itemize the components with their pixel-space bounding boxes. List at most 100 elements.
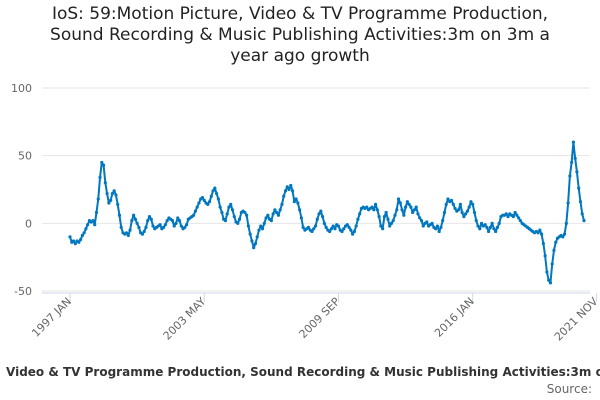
y-tick-label-3: -50	[14, 285, 32, 298]
data-point-73	[197, 201, 201, 205]
data-point-274	[552, 248, 556, 252]
data-point-211	[441, 219, 445, 223]
data-point-102	[248, 232, 252, 236]
data-point-145	[324, 225, 328, 229]
data-point-230	[474, 219, 478, 223]
data-point-115	[271, 212, 275, 216]
data-point-205	[430, 221, 434, 225]
data-point-240	[492, 227, 496, 231]
data-point-13	[91, 219, 95, 223]
data-point-172	[372, 208, 376, 212]
data-point-71	[193, 209, 198, 213]
data-point-29	[119, 225, 123, 229]
data-point-190	[404, 205, 408, 209]
data-point-196	[414, 205, 418, 209]
x-axis: 1997 JAN 2003 MAY 2009 SEP 2016 JAN 2021 NOV	[29, 292, 600, 344]
data-point-108	[259, 224, 263, 228]
data-point-81	[211, 189, 215, 193]
data-point-28	[117, 213, 122, 217]
data-point-116	[273, 208, 277, 212]
data-point-131	[299, 216, 303, 220]
data-point-92	[230, 208, 235, 212]
data-point-265	[536, 231, 540, 235]
data-point-214	[446, 197, 450, 201]
data-point-84	[216, 197, 220, 201]
data-point-90	[227, 205, 231, 209]
data-point-210	[439, 225, 443, 229]
data-point-148	[329, 227, 334, 231]
data-point-118	[276, 213, 281, 217]
data-point-91	[229, 202, 233, 206]
data-point-126	[290, 189, 295, 193]
data-point-33	[126, 233, 130, 238]
data-point-5	[77, 240, 81, 244]
x-tick-label-1: 2003 MAY	[161, 295, 209, 343]
data-point-51	[158, 223, 162, 227]
data-point-14	[93, 223, 97, 227]
data-point-195	[412, 208, 417, 212]
data-point-253	[515, 213, 519, 217]
data-point-217	[451, 202, 455, 206]
data-point-75	[200, 196, 205, 200]
data-point-103	[250, 239, 254, 243]
data-point-125	[289, 183, 293, 188]
data-point-35	[130, 219, 134, 223]
data-point-220	[456, 208, 461, 212]
data-point-96	[237, 217, 242, 221]
data-point-24	[110, 191, 114, 196]
data-point-197	[416, 212, 420, 216]
data-point-241	[494, 229, 498, 234]
data-point-191	[405, 200, 409, 204]
data-point-101	[246, 224, 250, 228]
data-point-60	[174, 221, 178, 225]
data-point-85	[218, 205, 222, 209]
data-point-189	[402, 213, 406, 217]
data-point-127	[292, 200, 296, 204]
data-point-178	[382, 214, 387, 219]
data-point-8	[82, 231, 86, 235]
data-point-55	[165, 219, 169, 223]
data-point-184	[393, 213, 397, 217]
data-point-78	[206, 202, 210, 206]
data-point-228	[471, 202, 475, 206]
data-point-284	[570, 160, 574, 165]
data-point-129	[296, 201, 300, 205]
data-point-122	[283, 189, 288, 193]
data-point-142	[319, 209, 323, 213]
data-point-251	[511, 214, 515, 219]
data-point-282	[566, 201, 570, 205]
data-point-123	[285, 185, 289, 189]
data-point-247	[504, 212, 508, 216]
data-point-187	[398, 201, 402, 205]
data-point-154	[340, 229, 344, 234]
data-point-231	[476, 224, 480, 228]
data-point-270	[545, 270, 549, 274]
data-point-139	[313, 224, 318, 228]
data-point-36	[131, 213, 136, 217]
data-point-150	[333, 227, 337, 231]
data-point-46	[149, 217, 153, 221]
data-point-80	[209, 194, 213, 198]
data-point-286	[573, 156, 577, 160]
data-point-164	[358, 212, 362, 216]
data-point-59	[172, 224, 176, 228]
data-point-135	[306, 225, 311, 229]
data-point-225	[465, 209, 470, 213]
data-point-63	[179, 224, 183, 228]
chart-title: IoS: 59:Motion Picture, Video & TV Progr…	[0, 4, 600, 67]
gridlines	[42, 87, 590, 292]
data-point-143	[320, 214, 325, 219]
data-point-15	[94, 210, 99, 215]
data-point-239	[490, 221, 494, 225]
data-point-176	[379, 224, 383, 228]
data-point-185	[395, 208, 399, 212]
data-point-105	[253, 242, 258, 246]
data-point-232	[478, 227, 482, 231]
data-point-266	[538, 228, 542, 232]
data-point-242	[495, 225, 500, 229]
data-point-255	[518, 219, 523, 223]
chart-title-line-3: year ago growth	[230, 46, 370, 66]
data-point-144	[322, 221, 326, 225]
data-point-281	[564, 221, 568, 225]
data-point-6	[79, 237, 83, 242]
